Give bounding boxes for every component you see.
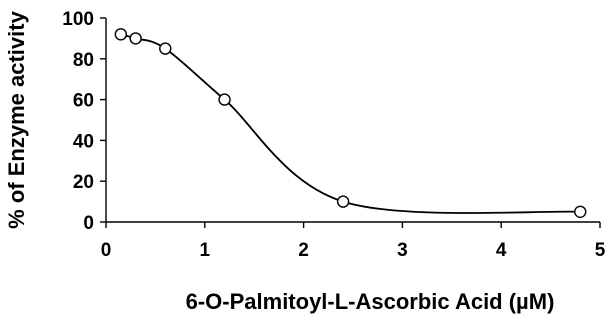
data-point: [574, 205, 587, 219]
x-tick-label: 2: [298, 240, 309, 261]
y-tick-label: 60: [73, 91, 94, 112]
data-point: [336, 195, 350, 208]
x-tick-label: 0: [101, 240, 112, 261]
y-tick-label: 20: [73, 172, 94, 193]
x-tick-label: 1: [200, 240, 211, 261]
axes: [105, 18, 600, 223]
x-axis-title: 6-O-Palmitoyl-L-Ascorbic Acid (µM): [186, 289, 555, 314]
x-tick-label: 3: [397, 240, 408, 261]
data-point: [159, 42, 172, 55]
x-ticks: 0 1 2 3 4 5: [101, 222, 606, 261]
y-tick-label: 40: [73, 131, 94, 152]
data-points: [114, 28, 587, 219]
y-tick-label: 100: [62, 9, 94, 30]
x-tick-label: 5: [595, 240, 606, 261]
y-ticks: 0 20 40 60 80 100: [62, 9, 106, 234]
series-line: [120, 33, 581, 214]
y-axis-title: % of Enzyme activity: [4, 10, 29, 228]
x-tick-label: 4: [496, 240, 507, 261]
data-point: [129, 32, 142, 45]
y-tick-label: 80: [73, 50, 94, 71]
data-point: [114, 28, 128, 41]
y-tick-label: 0: [83, 213, 94, 234]
data-point: [218, 93, 231, 106]
